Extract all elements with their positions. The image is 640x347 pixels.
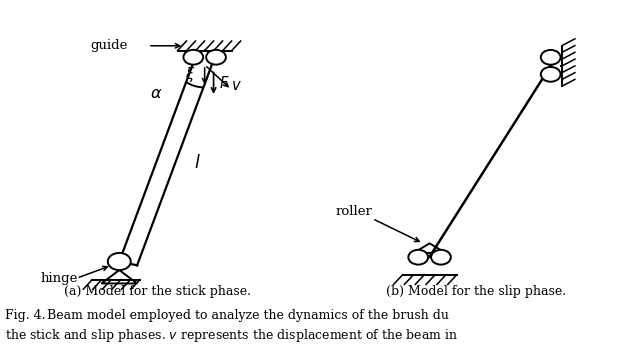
Circle shape [184, 50, 203, 65]
Text: hinge: hinge [41, 272, 78, 285]
Text: Fig. 4.: Fig. 4. [4, 309, 45, 322]
Circle shape [541, 67, 561, 82]
Circle shape [431, 250, 451, 265]
Text: (b) Model for the slip phase.: (b) Model for the slip phase. [386, 285, 566, 298]
Text: $\xi$: $\xi$ [186, 65, 196, 84]
Text: $F$: $F$ [219, 75, 230, 91]
Text: $\alpha$: $\alpha$ [150, 85, 163, 102]
Text: $l$: $l$ [195, 154, 201, 172]
Text: $v$: $v$ [231, 79, 242, 93]
Circle shape [108, 253, 131, 270]
Text: guide: guide [91, 39, 128, 52]
Circle shape [541, 50, 561, 65]
Text: roller: roller [336, 205, 373, 218]
Text: Beam model employed to analyze the dynamics of the brush du: Beam model employed to analyze the dynam… [47, 309, 449, 322]
Text: (a) Model for the stick phase.: (a) Model for the stick phase. [64, 285, 251, 298]
Circle shape [408, 250, 428, 265]
Text: the stick and slip phases. $v$ represents the displacement of the beam in: the stick and slip phases. $v$ represent… [4, 327, 458, 344]
Circle shape [206, 50, 226, 65]
